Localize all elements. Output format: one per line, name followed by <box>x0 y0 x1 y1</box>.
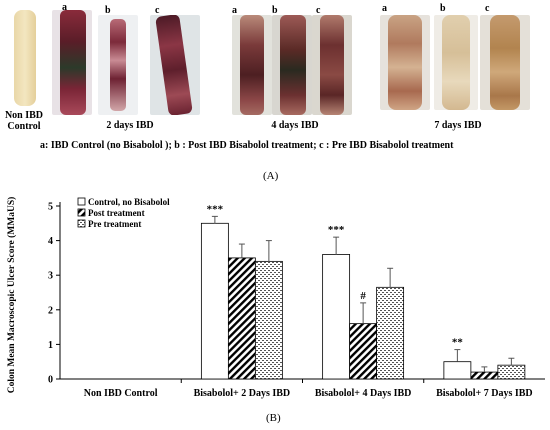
legend-swatch <box>77 208 86 217</box>
bar <box>254 260 283 380</box>
y-tick-label: 4 <box>48 236 53 247</box>
photo-2days-b <box>98 15 138 115</box>
photo-letter: a <box>62 2 67 13</box>
bar <box>200 222 229 380</box>
group-label-4-days-ibd: 4 days IBD <box>271 120 319 131</box>
y-tick-label: 2 <box>48 305 53 316</box>
photo-letter: b <box>440 3 446 14</box>
bar <box>227 257 256 380</box>
group-label-7-days-ibd: 7 days IBD <box>434 120 482 131</box>
bar <box>376 286 405 380</box>
legend-swatch <box>77 219 86 228</box>
photo-letter: b <box>272 5 278 16</box>
y-tick-label: 1 <box>48 340 53 351</box>
photo-7days-a <box>380 15 430 110</box>
y-axis-label: Colon Mean Macroscopic Ulcer Score (MMaU… <box>6 197 17 394</box>
bar <box>497 364 526 380</box>
photo-7days-b <box>434 15 478 110</box>
photo-4days-c <box>312 15 352 115</box>
significance-label: *** <box>328 224 345 236</box>
group-label-2-days-ibd: 2 days IBD <box>106 120 154 131</box>
photo-panel: a b c a b c a b c Non IBD Control 2 days… <box>0 0 550 151</box>
y-tick-label: 3 <box>48 271 53 282</box>
photo-2days-c <box>150 15 200 115</box>
photo-letter: c <box>316 5 321 16</box>
legend-label: Post treatment <box>88 208 145 218</box>
y-tick-label: 0 <box>48 375 53 386</box>
x-tick-label: Bisabolol+ 7 Days IBD <box>436 388 533 399</box>
ulcer-score-chart: 0 1 2 3 4 5 Non IBD Control Bisabolol+ 2 Days I… <box>6 197 545 399</box>
x-tick-label: Bisabolol+ 4 Days IBD <box>315 388 412 399</box>
x-tick-label: Non IBD Control <box>84 388 158 399</box>
significance-label: ** <box>452 337 464 349</box>
legend-swatch <box>77 197 86 206</box>
panel-tag-a: (A) <box>263 170 279 182</box>
photo-letter: c <box>155 5 160 16</box>
photo-non-ibd-control <box>4 8 44 108</box>
photo-letter: a <box>232 5 237 16</box>
legend-label: Pre treatment <box>88 219 141 229</box>
photo-2days-a <box>52 10 92 115</box>
group-label-non-ibd-control: Non IBD Control <box>4 110 44 132</box>
bar <box>322 254 351 380</box>
panel-tag-b: (B) <box>266 412 281 424</box>
x-tick-label: Bisabolol+ 2 Days IBD <box>194 388 291 399</box>
photo-letter: b <box>105 5 111 16</box>
bar <box>443 361 472 380</box>
photo-4days-a <box>232 15 272 115</box>
significance-label: # <box>360 290 366 302</box>
y-tick-label: 5 <box>48 202 53 213</box>
bar <box>470 371 499 380</box>
photo-7days-c <box>480 15 530 110</box>
photo-letter: a <box>382 3 387 14</box>
bar <box>349 323 378 380</box>
photo-4days-b <box>272 15 312 115</box>
photo-legend: a: IBD Control (no Bisabolol ); b : Post… <box>40 140 454 151</box>
significance-label: *** <box>207 203 224 215</box>
legend-label: Control, no Bisabolol <box>88 197 170 207</box>
photo-letter: c <box>485 3 490 14</box>
